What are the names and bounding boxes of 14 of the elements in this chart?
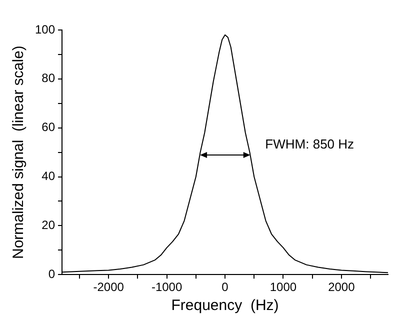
y-tick-label: 40: [42, 169, 56, 184]
x-axis-title: Frequency (Hz): [171, 297, 279, 314]
x-tick-label: -2000: [93, 280, 124, 294]
x-tick-label: 1000: [270, 280, 297, 294]
y-axis-title: Normalized signal (linear scale): [10, 46, 28, 260]
y-tick-label: 100: [34, 22, 56, 36]
y-tick-label: 0: [48, 266, 56, 281]
y-tick-label: 60: [42, 120, 56, 134]
x-tick-label: 0: [222, 280, 229, 294]
annotation: FWHM: 850 Hz: [265, 136, 354, 152]
y-tick-label: 20: [42, 218, 56, 232]
x-tick-label: 2000: [328, 280, 356, 294]
y-tick-label: 80: [42, 71, 56, 86]
x-tick-label: -1000: [151, 280, 182, 294]
